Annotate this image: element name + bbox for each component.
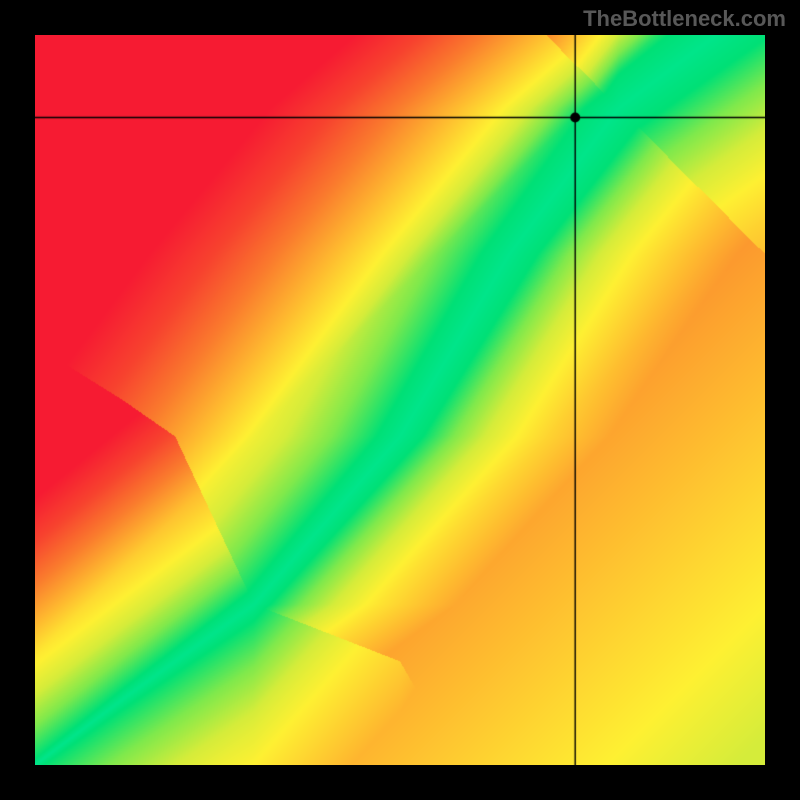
heatmap-canvas bbox=[35, 35, 765, 765]
bottleneck-heatmap-chart bbox=[35, 35, 765, 765]
attribution-text: TheBottleneck.com bbox=[583, 6, 786, 32]
